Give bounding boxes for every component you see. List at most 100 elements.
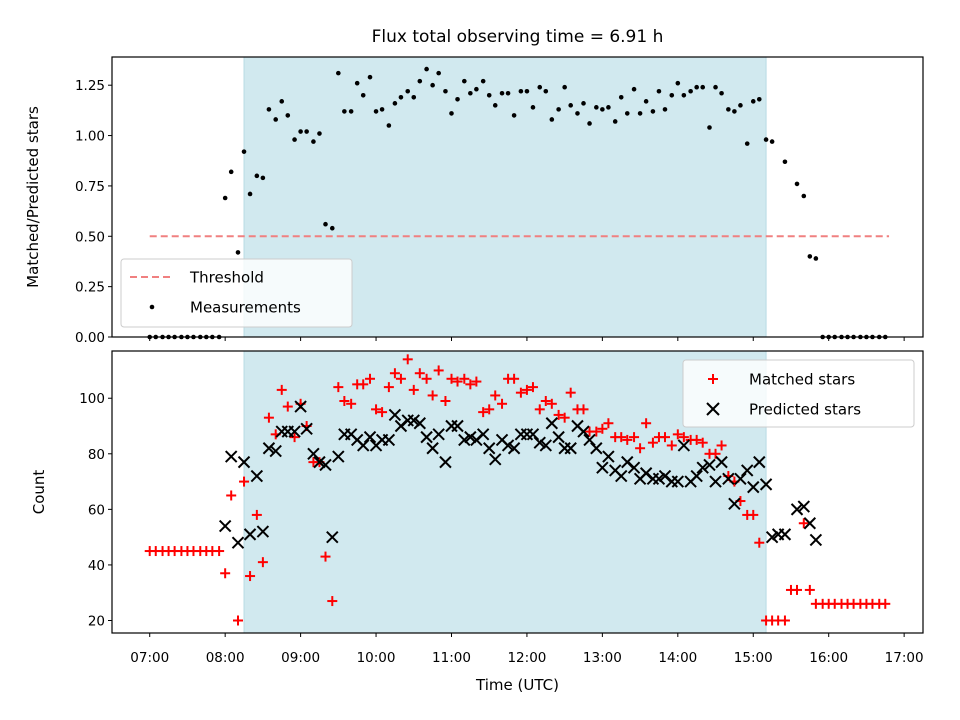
x-stroke-b xyxy=(507,442,521,455)
x-stroke-b xyxy=(420,430,433,444)
x-stroke-b xyxy=(269,444,282,458)
x-stroke-b xyxy=(571,419,584,433)
measurement-point xyxy=(436,70,441,76)
x-stroke-b xyxy=(596,461,609,474)
matched-star-point xyxy=(629,432,640,443)
matched-star-point xyxy=(521,384,532,395)
matched-star-point xyxy=(691,434,702,445)
measurement-point xyxy=(782,159,788,165)
bottom-y-axis-label: Count xyxy=(30,470,48,515)
bottom-y-tick-label: 20 xyxy=(88,613,105,629)
matched-star-point xyxy=(509,373,520,384)
predicted-star-point xyxy=(615,469,628,483)
matched-star-point xyxy=(465,379,476,390)
bottom-panel: 20 40 60 80 100 07:00 08:00 09:00 10:00 11:00 12:… xyxy=(30,350,924,666)
measurement-point xyxy=(606,105,611,110)
measurement-point xyxy=(367,74,373,80)
measurement-point xyxy=(266,107,272,112)
measurement-point xyxy=(511,113,517,118)
predicted-star-point xyxy=(294,400,307,413)
predicted-star-point xyxy=(602,450,615,463)
predicted-star-point xyxy=(677,439,691,452)
x-stroke-b xyxy=(262,442,276,455)
measurement-point xyxy=(468,90,473,96)
x-stroke-b xyxy=(590,442,603,455)
x-tick-label: 14:00 xyxy=(658,650,697,666)
matched-star-point xyxy=(546,398,557,409)
x-stroke-b xyxy=(615,469,628,483)
matched-star-point xyxy=(697,437,708,448)
predicted-star-point xyxy=(439,455,452,469)
matched-star-point xyxy=(484,404,495,415)
predicted-star-point xyxy=(218,519,232,533)
matched-star-point xyxy=(559,412,570,423)
measurement-point xyxy=(530,105,536,110)
predicted-star-point xyxy=(288,425,301,438)
matched-star-point xyxy=(220,568,231,579)
matched-star-point xyxy=(565,387,576,398)
legend-threshold-label: Threshold xyxy=(189,269,264,287)
predicted-star-point xyxy=(577,425,590,438)
top-y-tick-label: 0.50 xyxy=(75,229,105,245)
measurement-point xyxy=(474,86,479,92)
matched-star-point xyxy=(395,373,406,384)
x-stroke-b xyxy=(413,417,427,430)
predicted-star-point xyxy=(256,525,270,538)
x-stroke-b xyxy=(237,455,251,469)
measurement-point xyxy=(228,169,234,175)
measurement-point xyxy=(750,99,756,104)
measurement-point xyxy=(707,125,712,130)
x-stroke-b xyxy=(677,439,691,452)
predicted-star-point xyxy=(715,455,728,469)
x-stroke-b xyxy=(652,472,666,486)
measurement-point xyxy=(594,105,599,110)
predicted-star-point xyxy=(809,533,823,547)
predicted-star-point xyxy=(734,472,747,486)
predicted-star-point xyxy=(489,453,502,466)
measurement-point xyxy=(769,139,775,144)
x-stroke-b xyxy=(734,472,747,486)
measurement-point xyxy=(323,221,328,227)
measurement-point xyxy=(794,181,800,187)
predicted-star-point xyxy=(250,469,264,483)
measurement-point xyxy=(624,111,630,116)
measurement-point xyxy=(462,78,467,84)
x-stroke-b xyxy=(332,450,345,463)
measurement-point xyxy=(726,107,731,112)
predicted-star-point xyxy=(765,530,779,544)
measurement-point xyxy=(732,109,737,114)
matched-star-point xyxy=(276,384,287,395)
x-tick-label: 15:00 xyxy=(734,650,773,666)
measurement-point xyxy=(801,193,807,199)
x-stroke-b xyxy=(501,439,515,452)
matched-star-point xyxy=(880,598,891,609)
matched-star-point xyxy=(515,387,526,398)
matched-star-point xyxy=(333,382,344,393)
x-tick-label: 13:00 xyxy=(583,650,622,666)
x-stroke-b xyxy=(250,469,264,483)
top-y-tick-label: 0.00 xyxy=(75,330,105,346)
matched-star-point xyxy=(214,546,225,557)
measurement-point xyxy=(260,175,266,181)
matched-star-point xyxy=(659,432,670,443)
x-stroke-b xyxy=(458,433,471,447)
measurement-point xyxy=(505,90,511,96)
matched-star-point xyxy=(779,615,790,626)
x-stroke-b xyxy=(602,450,615,463)
measurement-point xyxy=(669,92,675,98)
x-stroke-b xyxy=(533,436,546,449)
measurement-point xyxy=(637,111,643,116)
matched-star-point xyxy=(446,373,457,384)
top-y-axis-label: Matched/Predicted stars xyxy=(24,106,42,288)
matched-star-point xyxy=(346,398,357,409)
measurement-point xyxy=(612,119,618,124)
legend-measurements-label: Measurements xyxy=(190,299,301,317)
measurement-point xyxy=(336,70,341,76)
predicted-star-point xyxy=(332,450,345,463)
matched-star-point xyxy=(339,396,350,407)
x-tick-label: 10:00 xyxy=(357,650,396,666)
measurement-point xyxy=(392,101,398,106)
x-stroke-b xyxy=(382,433,396,447)
measurement-point xyxy=(373,109,379,114)
predicted-star-point xyxy=(458,433,471,447)
